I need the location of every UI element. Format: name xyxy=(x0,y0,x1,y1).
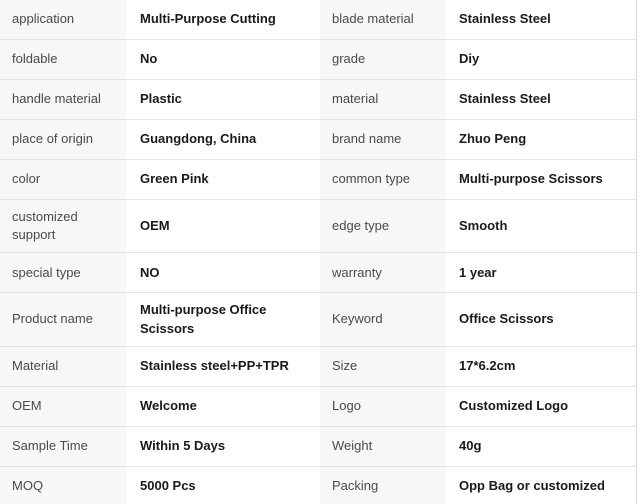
spec-label: material xyxy=(320,80,446,119)
spec-label: place of origin xyxy=(0,120,127,159)
spec-label: color xyxy=(0,160,127,199)
spec-row: special type NO warranty 1 year xyxy=(0,253,636,294)
spec-label: edge type xyxy=(320,200,446,253)
spec-row: Material Stainless steel+PP+TPR Size 17*… xyxy=(0,346,636,387)
spec-row: Sample Time Within 5 Days Weight 40g xyxy=(0,426,636,467)
spec-value: 17*6.2cm xyxy=(446,346,636,386)
spec-value: Multi-purpose Office Scissors xyxy=(127,293,320,346)
spec-label: Sample Time xyxy=(0,426,127,466)
spec-value: Stainless steel+PP+TPR xyxy=(127,346,320,386)
spec-label: OEM xyxy=(0,386,127,426)
spec-value: Multi-purpose Scissors xyxy=(446,160,636,199)
spec-value: Zhuo Peng xyxy=(446,120,636,159)
spec-value: Stainless Steel xyxy=(446,0,636,39)
spec-row: color Green Pink common type Multi-purpo… xyxy=(0,160,636,200)
spec-value: OEM xyxy=(127,200,320,253)
spec-label: foldable xyxy=(0,40,127,79)
spec-value: 1 year xyxy=(446,253,636,293)
spec-row: handle material Plastic material Stainle… xyxy=(0,80,636,120)
spec-value: Green Pink xyxy=(127,160,320,199)
spec-value: Welcome xyxy=(127,386,320,426)
spec-value: Stainless Steel xyxy=(446,80,636,119)
spec-row: customized support OEM edge type Smooth xyxy=(0,200,636,254)
spec-row: foldable No grade Diy xyxy=(0,40,636,80)
spec-row: place of origin Guangdong, China brand n… xyxy=(0,120,636,160)
spec-value: Smooth xyxy=(446,200,636,253)
spec-label: brand name xyxy=(320,120,446,159)
spec-label: MOQ xyxy=(0,466,127,504)
spec-label: handle material xyxy=(0,80,127,119)
spec-value: Within 5 Days xyxy=(127,426,320,466)
spec-value: Office Scissors xyxy=(446,293,636,346)
spec-label: warranty xyxy=(320,253,446,293)
spec-label: grade xyxy=(320,40,446,79)
spec-row: application Multi-Purpose Cutting blade … xyxy=(0,0,636,40)
spec-label: customized support xyxy=(0,200,127,253)
spec-value: Multi-Purpose Cutting xyxy=(127,0,320,39)
spec-label: application xyxy=(0,0,127,39)
spec-label: Material xyxy=(0,346,127,386)
spec-label: Packing xyxy=(320,466,446,504)
spec-value: 5000 Pcs xyxy=(127,466,320,504)
spec-label: common type xyxy=(320,160,446,199)
spec-label: Weight xyxy=(320,426,446,466)
spec-label: Product name xyxy=(0,293,127,346)
spec-value: 40g xyxy=(446,426,636,466)
spec-row: Product name Multi-purpose Office Scisso… xyxy=(0,293,636,347)
spec-row: MOQ 5000 Pcs Packing Opp Bag or customiz… xyxy=(0,466,636,504)
spec-value: No xyxy=(127,40,320,79)
spec-row: OEM Welcome Logo Customized Logo xyxy=(0,386,636,427)
spec-label: blade material xyxy=(320,0,446,39)
spec-value: Diy xyxy=(446,40,636,79)
spec-value: Opp Bag or customized xyxy=(446,466,636,504)
spec-value: NO xyxy=(127,253,320,293)
spec-label: Keyword xyxy=(320,293,446,346)
spec-value: Plastic xyxy=(127,80,320,119)
spec-value: Customized Logo xyxy=(446,386,636,426)
spec-label: Size xyxy=(320,346,446,386)
spec-value: Guangdong, China xyxy=(127,120,320,159)
spec-label: special type xyxy=(0,253,127,293)
spec-label: Logo xyxy=(320,386,446,426)
